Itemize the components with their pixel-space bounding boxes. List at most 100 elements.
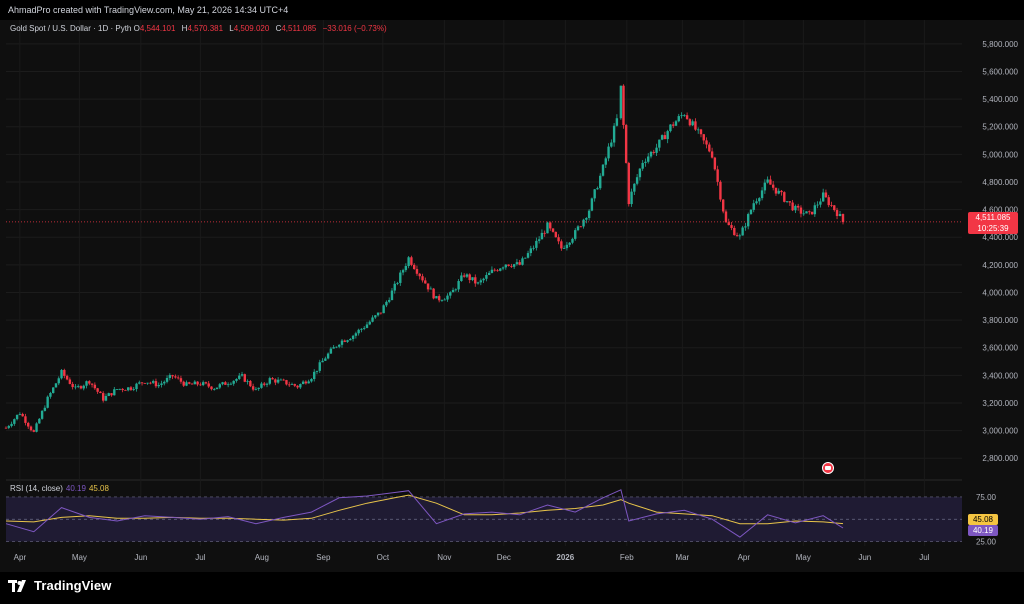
- candle-body: [360, 328, 363, 330]
- candle-body: [599, 175, 602, 189]
- candle-body: [415, 269, 419, 274]
- candle-body: [685, 115, 689, 120]
- candle-body: [694, 121, 697, 130]
- candle-body: [799, 207, 803, 214]
- candle-body: [766, 179, 769, 183]
- candle-body: [46, 396, 49, 408]
- candle-body: [276, 379, 280, 383]
- candle-body: [549, 222, 552, 229]
- candle-body: [188, 382, 191, 384]
- candle-body: [221, 382, 224, 385]
- candle-body: [582, 219, 585, 227]
- candle-body: [293, 384, 296, 386]
- tradingview-brand: TradingView: [34, 578, 112, 593]
- candle-body: [101, 393, 105, 401]
- candle-body: [443, 299, 446, 301]
- candle-body: [68, 379, 72, 384]
- price-axis[interactable]: 5,800.000 5,600.000 5,400.000 5,200.000 5,00…: [976, 40, 1019, 547]
- candle-body: [663, 135, 667, 140]
- candle-body: [802, 213, 805, 215]
- candle-body: [724, 211, 728, 223]
- candle-body: [437, 296, 441, 301]
- candle-body: [435, 296, 438, 299]
- price-tick-label: 5,400.000: [982, 95, 1018, 104]
- candle-body: [838, 214, 842, 217]
- candle-body: [418, 273, 421, 277]
- candle-body: [596, 188, 599, 190]
- tradingview-logo-icon: [8, 579, 26, 592]
- time-axis[interactable]: Apr May Jun Jul Aug Sep Oct Nov Dec 2026 Feb Mar Apr…: [14, 553, 930, 562]
- candle-body: [63, 369, 66, 376]
- candle-body: [176, 377, 180, 379]
- candle-body: [730, 225, 733, 228]
- candle-body: [324, 358, 327, 361]
- candle-body: [107, 393, 110, 396]
- candle-body: [669, 124, 672, 132]
- candle-body: [190, 383, 194, 385]
- candle-body: [674, 121, 678, 126]
- candle-body: [619, 85, 623, 119]
- candle-body: [257, 387, 260, 389]
- candle-body: [490, 269, 494, 273]
- candle-body: [326, 353, 330, 359]
- time-tick-label: Mar: [675, 553, 689, 562]
- candle-body: [132, 389, 135, 390]
- candle-body: [471, 277, 474, 281]
- candle-body: [193, 381, 197, 385]
- candle-body: [340, 340, 344, 345]
- tradingview-logo[interactable]: TradingView: [8, 578, 111, 593]
- candle-body: [385, 301, 388, 306]
- open-value: 4,544.101: [139, 24, 176, 33]
- candle-body: [644, 161, 647, 163]
- candle-body: [215, 387, 219, 390]
- candle-body: [741, 227, 744, 236]
- candle-body: [744, 226, 747, 228]
- candle-body: [121, 388, 124, 391]
- candle-body: [15, 414, 19, 420]
- candle-body: [185, 382, 188, 386]
- candle-body: [171, 375, 174, 377]
- candle-body: [65, 375, 69, 380]
- time-tick-label: Sep: [316, 553, 331, 562]
- candle-body: [630, 191, 633, 205]
- chart-legend: Gold Spot / U.S. Dollar · 1D · Pyth O4,5…: [10, 24, 391, 33]
- price-tick-label: 5,800.000: [982, 40, 1018, 49]
- time-tick-label: May: [72, 553, 87, 562]
- candle-body: [199, 384, 202, 386]
- price-tick-label: 5,200.000: [982, 123, 1018, 132]
- candle-body: [507, 264, 510, 266]
- candle-body: [535, 240, 538, 248]
- price-tick-label: 3,000.000: [982, 427, 1018, 436]
- candle-body: [841, 214, 845, 223]
- rsi-legend: RSI (14, close) 40.19 45.08: [10, 484, 109, 493]
- candle-body: [805, 211, 808, 214]
- candle-body: [705, 140, 708, 145]
- candle-body: [593, 189, 596, 199]
- candle-body: [93, 384, 97, 389]
- candle-body: [601, 164, 605, 176]
- candle-body: [649, 151, 653, 157]
- candle-body: [301, 381, 305, 385]
- chart-canvas[interactable]: 5,800.000 5,600.000 5,400.000 5,200.000 5,00…: [0, 20, 1024, 572]
- candle-body: [399, 272, 402, 283]
- us-flag-event-icon[interactable]: [822, 462, 834, 474]
- rsi-ma-line: [5, 494, 844, 525]
- candle-body: [296, 385, 299, 388]
- candle-body: [27, 422, 30, 427]
- candle-body: [624, 125, 628, 163]
- candle-body: [321, 360, 324, 363]
- candle-body: [60, 369, 63, 379]
- candle-body: [110, 393, 113, 396]
- candle-body: [758, 198, 761, 202]
- candle-body: [485, 274, 488, 279]
- candle-body: [274, 379, 277, 383]
- candle-body: [532, 247, 535, 249]
- candle-body: [357, 329, 360, 334]
- candle-body: [249, 380, 252, 387]
- candle-body: [590, 198, 594, 211]
- chart-credit: AhmadPro created with TradingView.com, M…: [8, 5, 289, 15]
- candle-body: [752, 203, 755, 210]
- candle-body: [224, 382, 227, 385]
- candle-body: [462, 275, 466, 277]
- candle-body: [652, 151, 655, 153]
